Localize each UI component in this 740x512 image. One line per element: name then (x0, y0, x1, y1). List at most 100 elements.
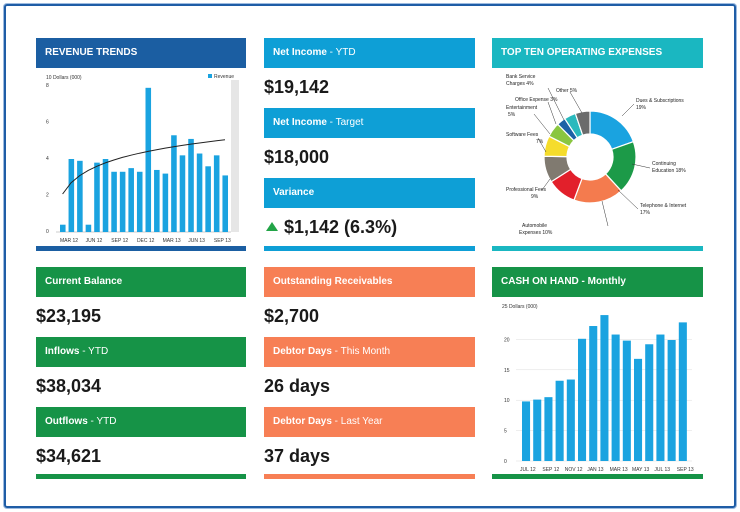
revenue-bar (205, 166, 211, 232)
cash-bar (522, 401, 531, 461)
cash-title-sub: - Monthly (578, 276, 626, 287)
revenue-bar (60, 224, 66, 232)
revenue-plot-shade (231, 80, 239, 232)
current-balance-header: Current Balance (36, 267, 246, 297)
debtor-year-label: Debtor Days (273, 416, 332, 427)
cash-bar (622, 340, 631, 461)
revenue-bar (85, 224, 92, 232)
cash-xtick-label: MAR 13 (610, 467, 628, 473)
variance-value: $1,142 (6.3%) (284, 217, 398, 237)
expense-leader-line (631, 163, 651, 169)
expense-label: Entertainment (506, 105, 538, 111)
receivables-header: Outstanding Receivables (264, 267, 475, 297)
cash-bar (589, 326, 598, 461)
expense-slice (574, 110, 591, 136)
expense-leader-line (617, 189, 639, 210)
net-income-ytd-sub: - YTD (326, 47, 356, 58)
expense-label: 19% (636, 105, 647, 111)
cash-ytick-label: 5 (504, 429, 507, 435)
outflows-value: $34,621 (36, 446, 102, 466)
revenue-bar (111, 171, 117, 232)
revenue-bar (154, 169, 160, 232)
cash-bar (600, 315, 609, 461)
revenue-bar (128, 168, 134, 232)
expenses-strip (492, 246, 703, 251)
cash-xtick-label: SEP 13 (677, 467, 694, 473)
revenue-trends-header: REVENUE TRENDS (36, 38, 246, 68)
cash-ylabel: 25 Dollars (000) (502, 304, 538, 310)
debtor-month-value: 26 days (264, 376, 331, 396)
net-income-target-sub: - Target (326, 117, 364, 128)
revenue-xtick-label: JUN 12 (86, 238, 103, 244)
expense-leader-line (533, 113, 551, 135)
revenue-legend-swatch (208, 74, 212, 78)
revenue-xtick-label: DEC 12 (137, 238, 155, 244)
revenue-bar (145, 87, 152, 232)
cash-xtick-label: MAY 13 (632, 467, 650, 473)
revenue-ytick-label: 6 (46, 120, 49, 126)
revenue-bar (213, 155, 220, 232)
current-balance-label: Current Balance (45, 276, 123, 287)
revenue-xtick-label: SEP 13 (214, 238, 231, 244)
current-balance-value: $23,195 (36, 306, 102, 326)
cash-header: CASH ON HAND - Monthly (492, 267, 703, 297)
expense-label: Professional Fees (506, 187, 547, 193)
variance-label: Variance (273, 187, 315, 198)
cash-bar (634, 358, 643, 461)
expense-label: Other 5% (556, 88, 578, 94)
expense-label: Continuing (652, 161, 676, 167)
expense-label: Dues & Subscriptions (636, 98, 684, 104)
expense-label: 5% (508, 112, 516, 118)
expense-label: Automobile (522, 223, 547, 229)
inflows-value: $38,034 (36, 376, 102, 396)
revenue-bar (68, 159, 75, 232)
revenue-bar (77, 160, 83, 232)
cash-bar (678, 322, 687, 461)
outflows-label: Outflows (45, 416, 88, 427)
expense-label: Charges 4% (506, 81, 534, 87)
expenses-header: TOP TEN OPERATING EXPENSES (492, 38, 703, 68)
cash-title: CASH ON HAND (501, 276, 579, 287)
revenue-xtick-label: JUN 13 (188, 238, 205, 244)
cash-ytick-label: 20 (504, 337, 510, 343)
cash-ytick-label: 0 (504, 459, 507, 465)
revenue-ytick-label: 2 (46, 193, 49, 199)
expense-leader-line (547, 101, 557, 125)
expenses-title: TOP TEN OPERATING EXPENSES (501, 47, 663, 58)
expense-leader-line (537, 137, 547, 153)
expense-label: Telephone & Internet (640, 203, 687, 209)
cash-strip (492, 474, 703, 479)
cash-ytick-label: 15 (504, 368, 510, 374)
revenue-bar (162, 173, 169, 232)
revenue-bar (171, 135, 177, 232)
debtor-year-sub: - Last Year (331, 416, 383, 427)
expense-label: 7% (536, 139, 544, 145)
revenue-bar (188, 138, 194, 232)
expense-leader-line (541, 178, 551, 191)
cash-xtick-label: JUL 12 (520, 467, 536, 473)
debtor-year-value: 37 days (264, 446, 331, 466)
revenue-trend-line (62, 139, 226, 195)
cash-bar (645, 344, 654, 461)
net-income-target-header: Net Income - Target (264, 108, 475, 138)
revenue-chart-panel: 10 Dollars (000) Revenue 0 2 4 6 8 MAR 12 JUN 12… (36, 68, 246, 246)
cash-bar (566, 379, 575, 461)
inflows-sub: - YTD (79, 346, 109, 357)
debtor-year-header: Debtor Days - Last Year (264, 407, 475, 437)
net-income-target-label: Net Income (273, 117, 327, 128)
expense-label: Bank Service (506, 74, 536, 80)
expense-leader-line (601, 200, 609, 227)
expense-leader-line (569, 91, 583, 114)
dashboard-frame (4, 4, 736, 508)
revenue-bar (179, 155, 186, 232)
revenue-ytick-label: 4 (46, 156, 49, 162)
revenue-xtick-label: SEP 12 (111, 238, 128, 244)
variance-header: Variance (264, 178, 475, 208)
revenue-bar (196, 153, 203, 232)
inflows-header: Inflows - YTD (36, 337, 246, 367)
expense-leader-line (621, 103, 635, 117)
variance-strip (264, 246, 475, 251)
revenue-ylabel: 10 Dollars (000) (46, 75, 82, 81)
debtor-month-label: Debtor Days (273, 346, 332, 357)
